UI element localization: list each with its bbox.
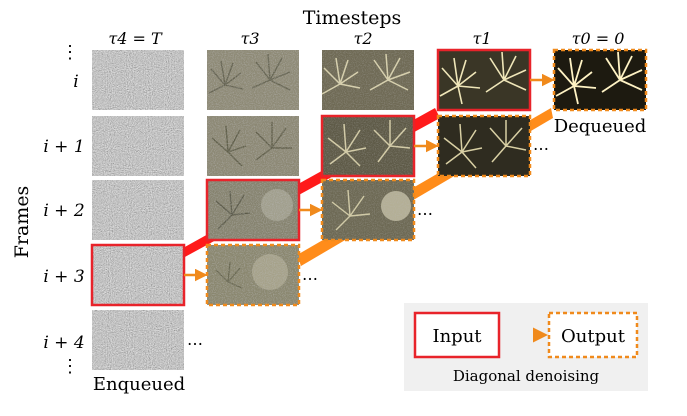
legend-output-label: Output (561, 326, 626, 347)
frame-tile-i2-tau3-input (205, 178, 301, 242)
frame-tile-i2-tau2-output (320, 178, 416, 242)
frame-label-i-plus-2: i + 2 (43, 201, 84, 221)
frame-label-i-plus-3: i + 3 (43, 267, 84, 287)
legend-box: Input Output Diagonal denoising (404, 303, 648, 391)
ellipsis-row-i1: … (533, 135, 549, 154)
frame-label-i: i (73, 72, 78, 92)
timestep-label-tau0: τ0 = 0 (572, 29, 625, 48)
frame-label-i-plus-1: i + 1 (43, 137, 84, 157)
frame-tile-i2-tau4 (92, 180, 184, 240)
frame-tile-i-tau1-input (436, 48, 532, 112)
ellipsis-row-i2: … (417, 200, 433, 219)
ellipsis-row-i3: … (302, 265, 318, 284)
legend-output-box (547, 311, 639, 359)
frame-tile-i1-tau4 (92, 116, 184, 176)
frame-tile-i4-tau4 (92, 310, 184, 370)
timestep-label-tau2: τ2 (353, 29, 372, 48)
frame-tile-i1-tau1-output (436, 114, 532, 178)
frame-tile-i-tau0-output (552, 48, 648, 112)
dequeued-label: Dequeued (554, 116, 647, 137)
legend-input-label: Input (432, 326, 482, 347)
frame-tile-i3-tau3-output (205, 243, 301, 307)
frames-axis-label: Frames (11, 186, 33, 259)
enqueued-label: Enqueued (93, 374, 185, 395)
legend-input-box (413, 311, 501, 359)
timestep-label-tau4: τ4 = T (108, 29, 163, 48)
frame-tile-i1-tau3 (207, 116, 299, 176)
legend-caption: Diagonal denoising (453, 367, 600, 385)
timesteps-title: Timesteps (303, 7, 402, 29)
timestep-label-tau1: τ1 (472, 29, 491, 48)
frame-label-vdots-top: ⋮ (61, 42, 79, 63)
frame-label-vdots-bottom: ⋮ (61, 356, 79, 377)
frame-tile-i-tau4 (92, 50, 184, 110)
frame-tile-i-tau2 (321, 50, 414, 110)
timestep-label-tau3: τ3 (240, 29, 259, 48)
ellipsis-row-i4: … (187, 330, 203, 349)
frame-tile-i1-tau2-input (320, 114, 416, 178)
frame-tile-i-tau3 (207, 50, 299, 110)
frame-label-i-plus-4: i + 4 (43, 333, 84, 353)
frame-tile-i3-tau4-input (90, 243, 186, 307)
